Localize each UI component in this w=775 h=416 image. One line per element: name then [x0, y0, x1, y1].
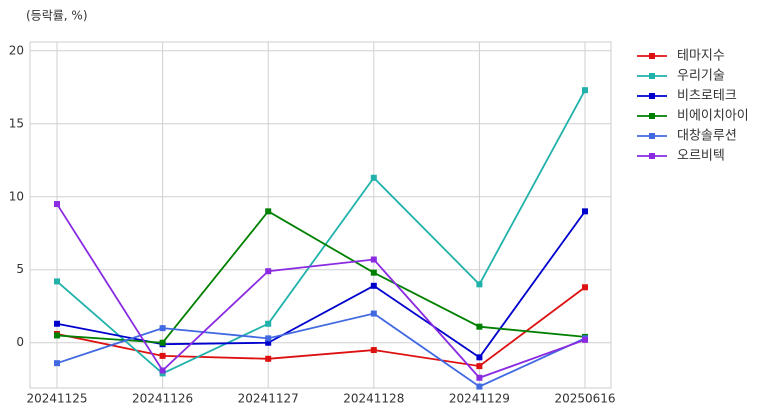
y-tick-label: 0 [16, 335, 24, 349]
y-tick-label: 5 [16, 262, 24, 276]
legend-label: 테마지수 [677, 49, 725, 64]
legend-marker [649, 93, 655, 99]
legend-marker [649, 73, 655, 79]
series-line [56, 286, 586, 368]
point [582, 284, 588, 291]
x-tick-label: 20250616 [554, 392, 615, 406]
series-line [56, 203, 586, 379]
legend-marker [649, 133, 655, 139]
x-tick-label: 20241127 [238, 392, 299, 406]
legend-label: 오르비텍 [677, 149, 725, 164]
point [159, 367, 166, 374]
series-line [56, 89, 586, 375]
legend-label: 비츠로테크 [677, 89, 737, 104]
point [370, 282, 377, 289]
point [265, 320, 272, 327]
y-tick-label: 10 [9, 189, 24, 203]
legend-marker [649, 113, 655, 119]
legend-label: 우리기술 [677, 69, 725, 84]
series-line [56, 210, 586, 359]
point [159, 325, 166, 332]
point [476, 323, 483, 330]
point [370, 269, 377, 276]
point [265, 335, 272, 342]
y-tick-label: 20 [9, 43, 24, 57]
point [476, 383, 483, 390]
point [159, 352, 166, 359]
point [582, 208, 588, 215]
x-tick-label: 20241129 [449, 392, 510, 406]
point [370, 347, 377, 354]
point [54, 320, 60, 327]
legend-marker [649, 153, 655, 159]
point [54, 332, 60, 339]
series-line [56, 210, 586, 344]
point [476, 354, 483, 361]
point [370, 256, 377, 263]
point [476, 281, 483, 288]
y-tick-label: 15 [9, 116, 24, 130]
point [265, 339, 272, 346]
x-tick-label: 20241126 [132, 392, 193, 406]
plot-frame [29, 41, 612, 389]
y-axis-label: (등락률, %) [26, 9, 88, 23]
x-tick-label: 20241128 [343, 392, 404, 406]
point [476, 374, 483, 381]
point [582, 87, 588, 94]
series-line [56, 312, 586, 388]
point [54, 201, 60, 208]
point [54, 278, 60, 285]
point [370, 174, 377, 181]
point [265, 208, 272, 215]
point [370, 310, 377, 317]
point [265, 355, 272, 362]
legend-label: 대창솔루션 [677, 129, 737, 144]
point [159, 339, 166, 346]
point [476, 363, 483, 370]
legend-marker [649, 53, 655, 59]
point [54, 360, 60, 367]
x-tick-label: 20241125 [26, 392, 87, 406]
point [265, 268, 272, 275]
point [582, 336, 588, 343]
legend-label: 비에이치아이 [677, 109, 749, 124]
